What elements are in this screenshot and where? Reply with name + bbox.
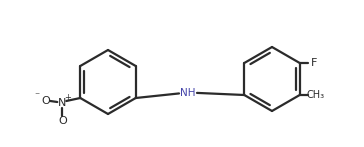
Text: O: O [58,116,67,126]
Text: ⁻: ⁻ [35,91,40,101]
Text: N: N [58,98,67,108]
Text: CH₃: CH₃ [306,90,325,100]
Text: O: O [41,96,50,106]
Text: +: + [64,93,71,102]
Text: NH: NH [180,87,196,97]
Text: F: F [310,58,317,68]
